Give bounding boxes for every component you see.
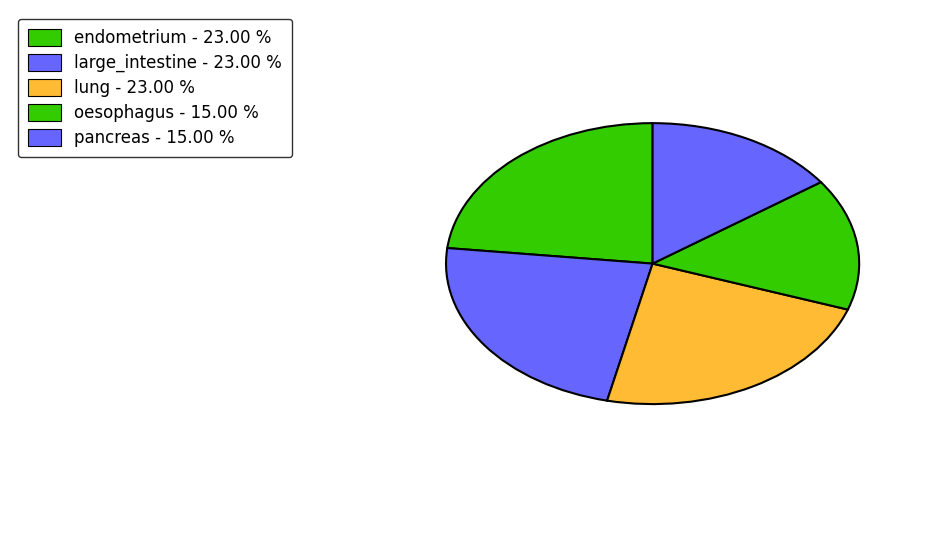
Wedge shape: [608, 264, 848, 404]
Legend: endometrium - 23.00 %, large_intestine - 23.00 %, lung - 23.00 %, oesophagus - 1: endometrium - 23.00 %, large_intestine -…: [18, 19, 292, 157]
Wedge shape: [446, 248, 653, 401]
Wedge shape: [653, 123, 821, 264]
Wedge shape: [653, 182, 859, 309]
Wedge shape: [447, 123, 653, 264]
